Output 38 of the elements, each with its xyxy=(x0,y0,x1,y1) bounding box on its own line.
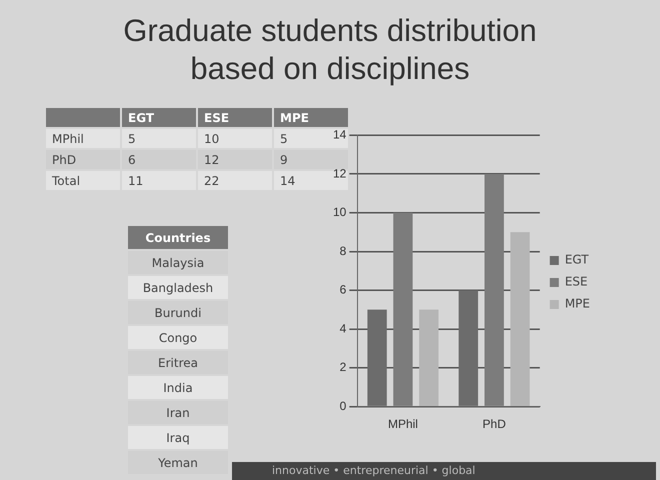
text: innovative • entrepreneurial • global xyxy=(232,462,656,480)
text: Bangladesh xyxy=(128,276,228,299)
text: EGT xyxy=(128,110,154,124)
text: Burundi xyxy=(128,301,228,324)
legend-label: MPE xyxy=(564,296,590,311)
chart-title: Graduate students distribution based on disciplines xyxy=(122,12,538,88)
text: Iran xyxy=(128,401,228,424)
text: 9 xyxy=(280,152,288,166)
legend-label: ESE xyxy=(564,274,588,289)
text: Congo xyxy=(128,326,228,349)
category-label: PhD xyxy=(52,152,76,166)
y-tick-label: 2 xyxy=(340,360,347,374)
text: Yeman xyxy=(128,451,228,474)
text: 5 xyxy=(280,132,288,146)
text: 6 xyxy=(122,150,196,169)
text: Iraq xyxy=(128,426,228,449)
legend-label: EGT xyxy=(564,252,590,267)
y-tick-label: 10 xyxy=(332,205,347,220)
text: Malaysia xyxy=(128,251,228,274)
text: MPE xyxy=(280,110,309,124)
text: 22 xyxy=(198,171,272,190)
y-tick-label: 0 xyxy=(340,398,347,413)
text: ESE xyxy=(204,110,230,124)
text: 10 xyxy=(198,129,272,148)
text: 5 xyxy=(122,129,196,148)
text: 11 xyxy=(122,171,196,190)
y-tick-label: 6 xyxy=(340,282,347,297)
text: 14 xyxy=(280,174,296,188)
y-tick-label: 4 xyxy=(340,321,347,336)
text: Total xyxy=(46,171,120,190)
text: Eritrea xyxy=(128,351,228,374)
y-tick-label: 8 xyxy=(340,244,347,258)
text: India xyxy=(128,376,228,399)
y-tick-label: 12 xyxy=(332,166,347,180)
y-tick-label: 14 xyxy=(332,128,347,142)
text: 12 xyxy=(198,150,272,169)
category-label: MPhil xyxy=(52,132,84,146)
text: Countries xyxy=(128,226,228,249)
